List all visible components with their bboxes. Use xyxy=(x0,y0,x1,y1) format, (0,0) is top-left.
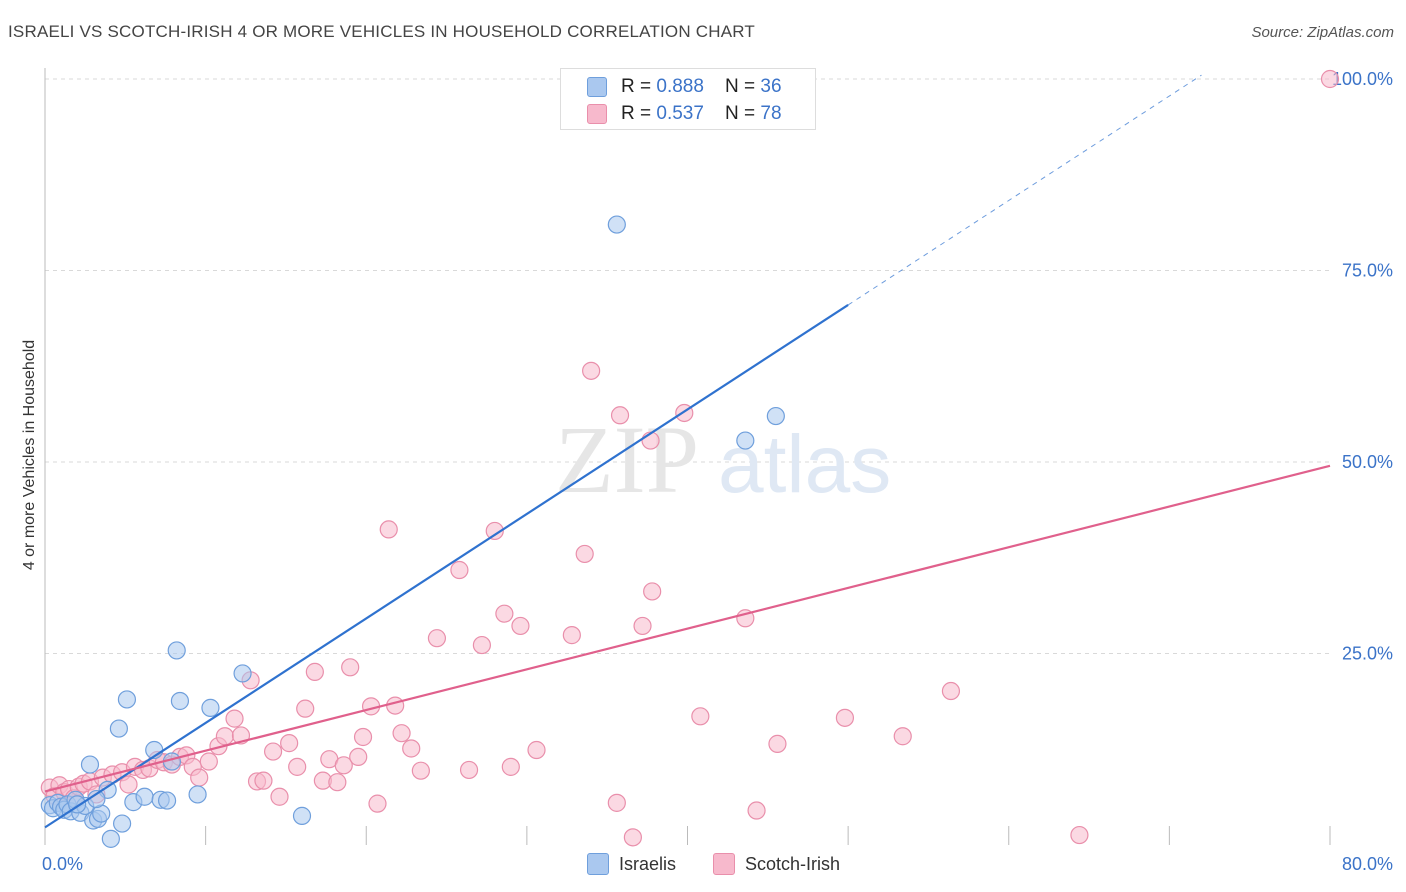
scotch-irish-point xyxy=(199,752,218,771)
scotch-irish-point xyxy=(643,582,662,601)
chart-source: Source: ZipAtlas.com xyxy=(1251,24,1394,41)
israelis-point xyxy=(201,698,220,717)
scotch-irish-point xyxy=(575,544,594,564)
scotch-irish-point xyxy=(768,734,787,753)
israelis-point xyxy=(157,791,177,810)
israelis-point xyxy=(112,814,132,833)
correlation-legend: R = 0.888 N = 36 R = 0.537 N = 78 xyxy=(560,68,816,130)
x-tick-label: 80.0% xyxy=(1342,854,1393,874)
scotch-irish-point xyxy=(607,793,626,812)
r-label: R = xyxy=(621,103,657,124)
israelis-point xyxy=(188,785,207,804)
scotch-irish-point xyxy=(1070,825,1089,845)
scotch-irish-point xyxy=(341,658,360,677)
scotch-irish-point xyxy=(501,757,520,776)
scotch-irish-point xyxy=(254,771,273,790)
scotch-irish-legend-swatch xyxy=(713,853,735,875)
scotch-irish-point xyxy=(296,699,315,718)
legend-text-scotch-irish: R = 0.537 N = 78 xyxy=(621,103,782,125)
legend-label-israelis: Israelis xyxy=(619,854,677,874)
scotch-irish-point xyxy=(225,709,244,728)
scotch-irish-point xyxy=(119,775,138,794)
scotch-irish-point xyxy=(582,361,601,380)
scotch-irish-point xyxy=(511,616,530,636)
scotch-irish-point xyxy=(527,740,546,760)
israelis-trendline-extension xyxy=(847,74,1202,306)
israelis-point xyxy=(766,406,785,426)
israelis-legend-swatch xyxy=(587,853,609,875)
israelis-point xyxy=(233,664,252,683)
scotch-irish-point xyxy=(835,708,855,727)
scotch-irish-point xyxy=(941,681,961,701)
scotch-irish-point xyxy=(349,747,368,767)
scotch-irish-point xyxy=(379,520,398,539)
scotch-irish-point xyxy=(270,787,289,806)
israelis-point xyxy=(167,641,186,660)
scotch-irish-point xyxy=(402,739,421,758)
scotch-irish-point xyxy=(459,760,479,780)
israelis-swatch xyxy=(587,77,607,97)
scotch-irish-swatch xyxy=(587,104,607,124)
scotch-irish-point xyxy=(263,742,283,761)
r-value: 0.537 xyxy=(656,103,704,124)
r-label: R = xyxy=(621,76,657,97)
scotch-irish-point xyxy=(1320,69,1340,89)
y-tick-label: 75.0% xyxy=(1342,261,1393,281)
scotch-irish-point xyxy=(610,406,630,425)
scotch-irish-point xyxy=(450,560,469,580)
n-label: N = xyxy=(725,103,761,124)
x-tick-label: 0.0% xyxy=(42,854,83,874)
series-legend: Israelis Scotch-Irish xyxy=(0,852,1406,876)
n-value: 36 xyxy=(760,76,782,97)
israelis-point xyxy=(101,829,120,848)
scotch-irish-point xyxy=(472,635,491,655)
israelis-point xyxy=(135,787,154,806)
scotch-irish-point xyxy=(411,761,430,780)
scotch-irish-point xyxy=(623,828,642,847)
scotch-irish-point xyxy=(893,727,912,746)
scotch-irish-point xyxy=(280,734,299,753)
n-value: 78 xyxy=(760,103,782,124)
scotch-irish-point xyxy=(368,794,387,813)
legend-label-scotch-irish: Scotch-Irish xyxy=(745,854,841,874)
scotch-irish-point xyxy=(353,727,373,747)
y-tick-label: 50.0% xyxy=(1342,452,1393,472)
scotch-irish-point xyxy=(334,756,353,775)
chart-title: ISRAELI VS SCOTCH-IRISH 4 OR MORE VEHICL… xyxy=(8,22,755,41)
n-label: N = xyxy=(725,76,761,97)
watermark-zip: ZIP xyxy=(555,406,699,513)
scotch-irish-point xyxy=(288,757,307,776)
israelis-point xyxy=(607,215,626,234)
scotch-irish-point xyxy=(190,768,209,787)
legend-text-israelis: R = 0.888 N = 36 xyxy=(621,76,782,98)
israelis-point xyxy=(736,431,755,450)
scotch-irish-point xyxy=(305,662,324,681)
scotch-irish-point xyxy=(328,773,347,792)
y-tick-label: 25.0% xyxy=(1342,644,1393,664)
israelis-point xyxy=(80,755,100,774)
scotch-irish-point xyxy=(215,727,234,746)
scotch-irish-point xyxy=(495,604,514,623)
scotch-irish-point xyxy=(633,616,652,636)
r-value: 0.888 xyxy=(656,76,704,97)
y-axis-label: 4 or more Vehicles in Household xyxy=(21,339,38,571)
israelis-point xyxy=(170,691,190,711)
israelis-point xyxy=(109,719,128,738)
scotch-irish-point xyxy=(386,696,405,715)
scotch-irish-point xyxy=(747,801,766,820)
scotch-irish-point xyxy=(485,521,504,541)
scotch-irish-point xyxy=(427,629,447,648)
y-tick-label: 100.0% xyxy=(1332,69,1393,89)
scotch-irish-point xyxy=(392,724,411,743)
scotch-irish-point xyxy=(562,626,581,645)
israelis-trendline xyxy=(44,304,849,829)
israelis-point xyxy=(117,690,137,709)
scotch-irish-trendline xyxy=(44,464,1331,793)
scotch-irish-point xyxy=(691,707,710,726)
israelis-point xyxy=(292,806,312,825)
